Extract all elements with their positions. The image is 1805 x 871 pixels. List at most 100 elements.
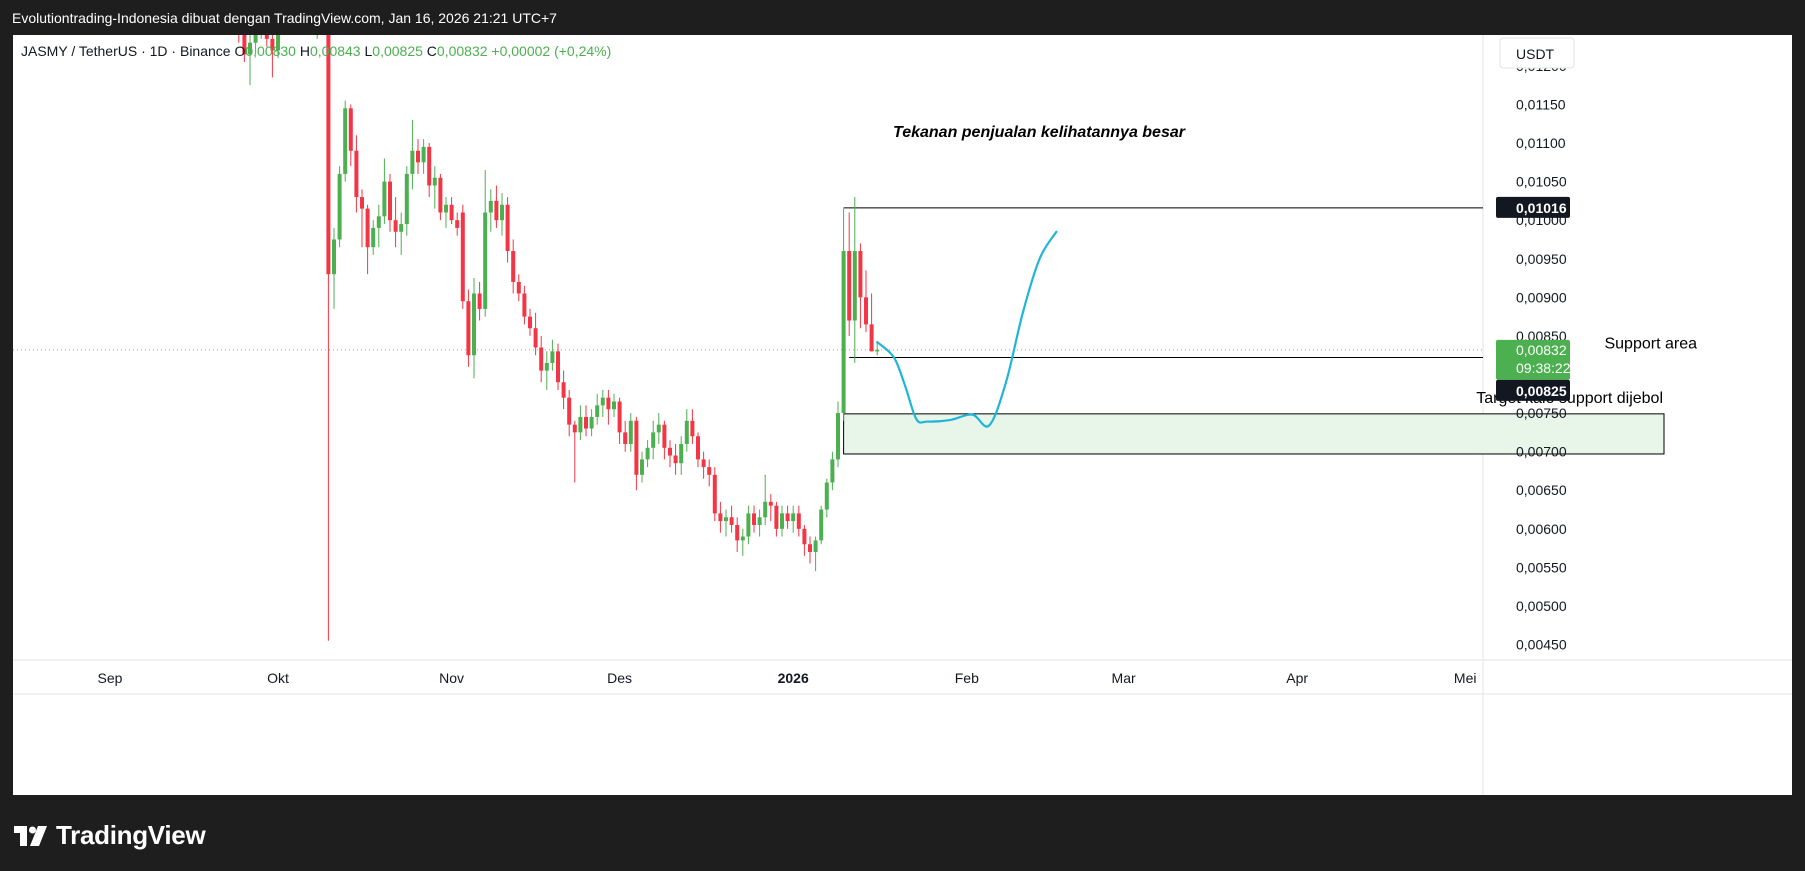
candle-body	[858, 251, 863, 298]
candle	[416, 139, 420, 174]
candle-body	[567, 397, 572, 425]
candle-body	[690, 420, 695, 437]
candle	[724, 509, 728, 537]
candle	[410, 119, 415, 190]
candle	[589, 409, 594, 437]
candle-body	[836, 413, 840, 460]
candle-body	[757, 517, 762, 525]
candle-body	[371, 227, 376, 248]
candle	[528, 308, 532, 336]
candle-body	[438, 177, 443, 213]
candle	[729, 505, 734, 533]
x-tick-label: Sep	[98, 670, 123, 686]
candle-body	[830, 459, 835, 483]
candle	[516, 274, 521, 302]
candle	[561, 370, 566, 410]
candle	[276, 35, 280, 59]
candle-body	[740, 536, 745, 541]
price-chart[interactable]: Tekanan penjualan kelihatannya besar Supp…	[13, 35, 1792, 795]
legend-change-value: +0,00002 (+0,24%)	[491, 43, 611, 59]
y-tick-label: 0,00500	[1516, 598, 1567, 614]
projection-path	[876, 230, 1058, 428]
candle-body	[242, 35, 247, 55]
candle-body	[483, 212, 488, 309]
last-price-label: 0,00832	[1516, 342, 1567, 358]
candle-body	[628, 420, 633, 444]
candle	[399, 212, 404, 255]
candle-body	[466, 301, 471, 356]
candle-body	[819, 509, 824, 541]
candle-body	[735, 524, 740, 541]
candle-body	[791, 513, 796, 522]
candle-body	[729, 517, 734, 525]
candle-body	[645, 447, 650, 460]
candle-body	[696, 436, 700, 460]
chart-frame[interactable]: Tekanan penjualan kelihatannya besar Supp…	[13, 35, 1792, 795]
candle	[645, 440, 650, 468]
candle	[712, 467, 717, 522]
candle-body	[494, 200, 499, 221]
candle	[600, 389, 605, 417]
candle	[404, 166, 409, 236]
candle	[393, 197, 398, 248]
candle-body	[404, 173, 409, 225]
candle	[371, 220, 376, 255]
candle-body	[477, 293, 482, 309]
candle	[444, 197, 448, 228]
candle-body	[354, 150, 359, 198]
x-tick-label: Okt	[267, 670, 289, 686]
candle-body	[785, 513, 790, 522]
candle	[662, 420, 667, 460]
candle	[500, 193, 504, 236]
candle-body	[612, 401, 616, 410]
candle-body	[572, 424, 577, 433]
candle-body	[382, 181, 387, 217]
candle	[539, 335, 544, 383]
tradingview-logo-icon	[14, 825, 47, 846]
candle	[264, 35, 269, 47]
candle	[757, 509, 762, 537]
candle-body	[712, 474, 717, 514]
candle-body	[600, 397, 605, 406]
candle-body	[724, 517, 728, 522]
candle	[477, 281, 482, 321]
candle	[718, 501, 723, 533]
candle	[511, 239, 516, 294]
candle	[634, 416, 639, 491]
candle	[858, 243, 863, 329]
legend-symbol: JASMY / TetherUS · 1D · Binance	[21, 43, 234, 59]
candle-body	[679, 443, 684, 464]
candle-body	[460, 212, 465, 302]
annotation-support: Support area	[1604, 336, 1697, 353]
candle	[584, 405, 588, 437]
candle-body	[875, 349, 880, 352]
candle	[701, 451, 706, 479]
candle	[690, 409, 695, 444]
candle-body	[432, 177, 437, 186]
candle	[791, 505, 796, 533]
candle-body	[640, 459, 644, 475]
candle	[673, 443, 678, 475]
candle-body	[270, 38, 275, 51]
candle-body	[522, 293, 527, 317]
x-tick-label: Des	[607, 670, 632, 686]
candle-body	[841, 251, 846, 414]
candle-body	[332, 239, 336, 275]
candle	[432, 166, 437, 209]
candle-body	[673, 455, 678, 464]
tradingview-logo[interactable]: TradingView	[14, 820, 206, 851]
candle-body	[869, 324, 874, 352]
candle-body	[550, 351, 555, 363]
candle	[752, 505, 756, 533]
candle	[494, 185, 499, 228]
candle-body	[617, 401, 622, 433]
candle-body	[768, 501, 773, 506]
y-tick-label: 0,00900	[1516, 289, 1567, 305]
candle-body	[388, 181, 392, 221]
candle-body	[427, 146, 432, 186]
candle-body	[656, 424, 661, 433]
candle	[253, 35, 258, 55]
candle	[572, 420, 577, 483]
candle	[544, 351, 549, 390]
candle-body	[847, 251, 852, 321]
